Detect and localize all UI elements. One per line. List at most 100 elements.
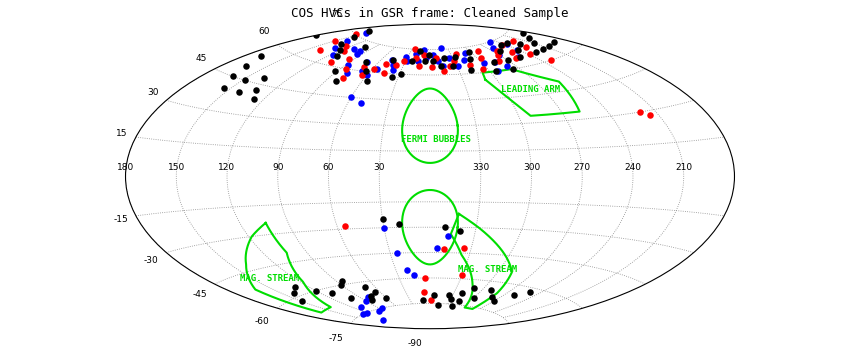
Point xyxy=(360,60,374,65)
Point xyxy=(513,54,527,60)
Point xyxy=(329,39,342,44)
Point xyxy=(432,302,445,308)
Point xyxy=(500,41,513,46)
Point xyxy=(238,78,252,83)
Point xyxy=(484,288,498,293)
Point xyxy=(326,291,340,296)
Point xyxy=(356,311,370,317)
Point xyxy=(463,62,476,67)
Point xyxy=(509,55,523,61)
Point xyxy=(386,67,400,73)
Point xyxy=(512,47,525,53)
Point xyxy=(340,70,353,75)
Point xyxy=(501,57,515,62)
Point xyxy=(401,58,415,64)
Point xyxy=(397,58,411,63)
Point xyxy=(471,48,485,54)
Point xyxy=(341,38,354,44)
Point xyxy=(329,78,342,84)
Point xyxy=(334,47,347,52)
Point xyxy=(353,48,366,53)
Point xyxy=(529,49,543,55)
Point xyxy=(359,30,373,36)
Point xyxy=(427,292,440,298)
Point xyxy=(353,304,367,310)
Point xyxy=(347,46,361,52)
Text: MAG. STREAM: MAG. STREAM xyxy=(241,274,299,283)
Point xyxy=(288,284,302,289)
Point xyxy=(239,63,253,69)
Point xyxy=(413,64,427,69)
Point xyxy=(452,63,465,69)
Point xyxy=(360,78,374,83)
Point xyxy=(357,65,371,70)
Point xyxy=(338,223,352,228)
Point xyxy=(339,66,353,72)
Point xyxy=(359,298,372,304)
Point xyxy=(390,250,403,256)
Point xyxy=(386,57,400,63)
Point xyxy=(335,42,348,47)
Point xyxy=(494,43,508,48)
Point xyxy=(455,290,469,295)
Point xyxy=(420,55,433,61)
Point xyxy=(408,46,422,52)
Point xyxy=(295,299,309,304)
Point xyxy=(409,55,423,61)
Point xyxy=(507,292,521,298)
Point xyxy=(324,59,338,64)
Point xyxy=(519,44,533,50)
Point xyxy=(495,42,509,48)
Point xyxy=(501,40,514,46)
Point xyxy=(395,72,408,77)
Point xyxy=(633,109,647,115)
Point xyxy=(476,66,489,72)
Point xyxy=(429,55,443,61)
Point xyxy=(425,64,439,69)
Point xyxy=(488,59,502,65)
Point xyxy=(467,295,481,300)
Point xyxy=(548,39,562,45)
Point xyxy=(643,112,657,118)
Point xyxy=(449,54,463,60)
Point xyxy=(399,55,413,60)
Point xyxy=(372,308,385,314)
Point xyxy=(376,305,390,311)
Point xyxy=(489,69,503,74)
Point xyxy=(467,286,481,291)
Point xyxy=(309,288,322,293)
Point xyxy=(417,47,431,52)
Point xyxy=(335,278,348,284)
Point xyxy=(355,68,369,74)
Point xyxy=(488,59,501,65)
Point xyxy=(226,74,240,79)
Point xyxy=(418,52,432,57)
Title: COS HVCs in GSR frame: Cleaned Sample: COS HVCs in GSR frame: Cleaned Sample xyxy=(292,7,568,20)
Point xyxy=(524,289,538,294)
Point xyxy=(366,297,379,302)
Point xyxy=(492,58,506,64)
Point xyxy=(434,45,448,51)
Point xyxy=(493,52,507,58)
Point xyxy=(511,55,525,60)
Point xyxy=(513,41,527,46)
Point xyxy=(486,45,500,51)
Point xyxy=(437,69,451,74)
Point xyxy=(416,289,430,294)
Point xyxy=(457,57,470,63)
Point xyxy=(359,69,372,74)
Point xyxy=(330,53,344,59)
Point xyxy=(384,74,398,80)
Point xyxy=(416,297,430,303)
Point xyxy=(449,51,463,56)
Point xyxy=(445,303,459,309)
Point xyxy=(442,55,456,60)
Point xyxy=(527,40,541,46)
Point xyxy=(249,88,262,93)
Point xyxy=(341,62,354,68)
Point xyxy=(458,245,471,251)
Point xyxy=(462,49,476,55)
Point xyxy=(543,43,556,48)
Point xyxy=(511,48,525,53)
Point xyxy=(248,97,261,102)
